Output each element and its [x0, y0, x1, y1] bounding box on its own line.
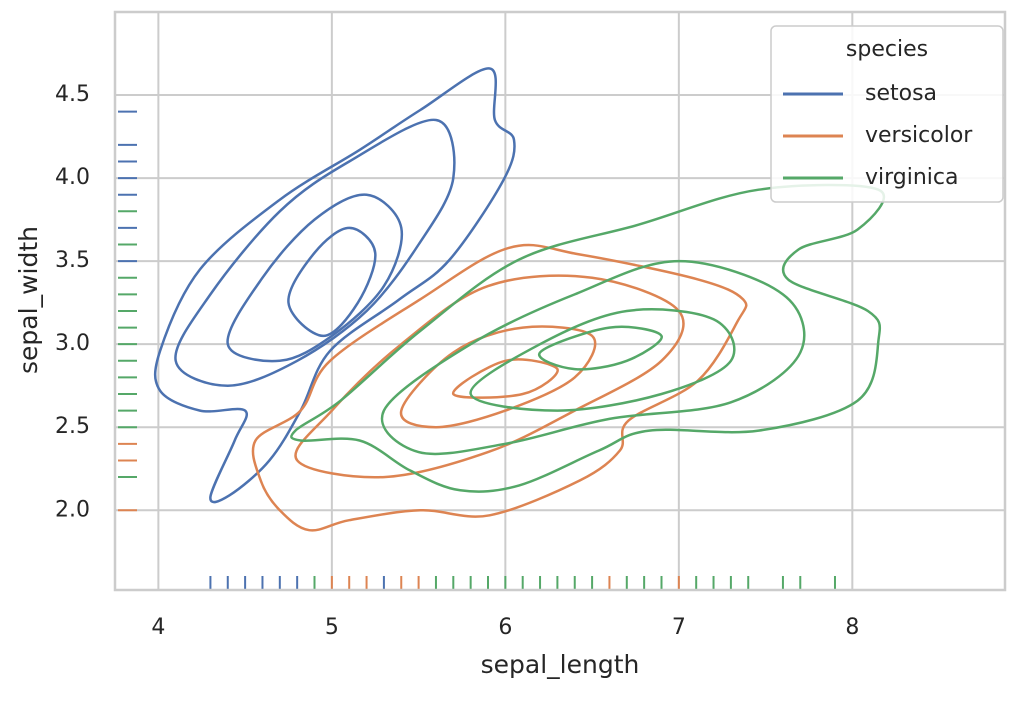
- y-axis-label: sepal_width: [14, 226, 43, 374]
- contour-line: [226, 193, 404, 363]
- x-tick-label: 4: [151, 615, 165, 640]
- contour-line: [452, 358, 559, 399]
- contour-line: [153, 67, 516, 504]
- legend-box: [770, 25, 1004, 203]
- legend-title: species: [846, 37, 928, 62]
- plot-frame: [113, 10, 1007, 592]
- y-tick-label: 4.0: [55, 165, 90, 190]
- contour-line: [174, 118, 456, 387]
- y-tick-label: 2.5: [55, 414, 90, 439]
- contour-line: [290, 183, 886, 493]
- y-tick-label: 3.0: [55, 331, 90, 356]
- x-tick-label: 8: [845, 615, 859, 640]
- contour-line: [538, 325, 663, 371]
- x-tick-label: 6: [498, 615, 512, 640]
- contour-line: [287, 226, 377, 338]
- contour-line: [380, 259, 806, 456]
- axes: 4 5 6 7 8 2.0 2.5 3.0 3.5 4.0 4.5: [55, 82, 859, 640]
- x-axis-label: sepal_length: [481, 650, 640, 679]
- x-tick-label: 5: [325, 615, 339, 640]
- contour-line: [399, 325, 597, 429]
- legend: species setosa versicolor virginica: [770, 25, 1004, 203]
- y-tick-label: 4.5: [55, 82, 90, 107]
- x-tick-label: 7: [672, 615, 686, 640]
- legend-label: setosa: [865, 81, 937, 106]
- y-tick-label: 2.0: [55, 497, 90, 522]
- plot-marks: [118, 67, 886, 590]
- legend-label: virginica: [865, 165, 959, 190]
- legend-label: versicolor: [865, 123, 973, 148]
- contour-line: [469, 308, 736, 412]
- y-tick-label: 3.5: [55, 248, 90, 273]
